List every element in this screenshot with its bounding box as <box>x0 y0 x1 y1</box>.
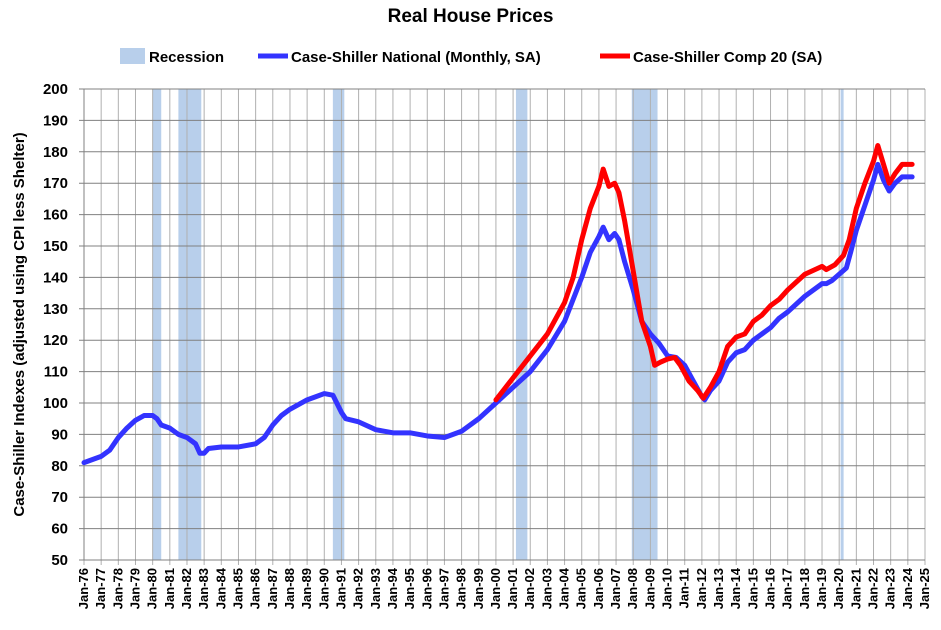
x-tick-label: Jan-11 <box>677 568 692 608</box>
series-line-national <box>81 161 915 466</box>
x-tick-label: Jan-23 <box>883 568 898 609</box>
x-tick-label: Jan-91 <box>333 568 348 609</box>
legend-recession-swatch <box>120 48 145 64</box>
x-tick-label: Jan-99 <box>471 568 486 609</box>
y-tick-label: 130 <box>43 301 68 318</box>
legend-label: Case-Shiller Comp 20 (SA) <box>633 49 822 66</box>
x-tick-label: Jan-82 <box>179 568 194 609</box>
recession-band <box>515 89 528 560</box>
recession-band <box>152 89 162 560</box>
x-tick-label: Jan-22 <box>866 568 881 609</box>
x-tick-label: Jan-20 <box>831 568 846 609</box>
y-tick-label: 120 <box>43 332 68 349</box>
y-axis-title: Case-Shiller Indexes (adjusted using CPI… <box>11 132 28 516</box>
recession-band <box>840 89 844 560</box>
x-tick-label: Jan-16 <box>763 568 778 609</box>
x-tick-label: Jan-98 <box>454 568 469 609</box>
y-tick-label: 60 <box>51 521 68 538</box>
x-tick-label: Jan-93 <box>368 568 383 609</box>
x-tick-label: Jan-81 <box>162 568 177 609</box>
y-tick-label: 150 <box>43 238 68 255</box>
x-tick-label: Jan-78 <box>110 568 125 609</box>
y-tick-label: 110 <box>44 364 68 381</box>
y-tick-label: 170 <box>43 175 68 192</box>
x-tick-label: Jan-01 <box>505 568 520 609</box>
legend-recession-label: Recession <box>149 49 224 66</box>
x-tick-label: Jan-89 <box>299 568 314 609</box>
recession-band <box>332 89 345 560</box>
x-tick-label: Jan-85 <box>230 568 245 609</box>
y-tick-label: 80 <box>51 458 68 475</box>
y-tick-label: 90 <box>51 426 68 443</box>
y-tick-label: 100 <box>43 395 68 412</box>
x-tick-label: Jan-88 <box>282 568 297 609</box>
x-tick-label: Jan-18 <box>797 568 812 609</box>
y-tick-label: 190 <box>43 112 68 129</box>
x-tick-label: Jan-86 <box>248 568 263 609</box>
x-tick-label: Jan-84 <box>213 567 228 609</box>
x-tick-label: Jan-00 <box>488 568 503 609</box>
legend-label: Case-Shiller National (Monthly, SA) <box>291 49 541 66</box>
series-line-comp20 <box>493 143 915 403</box>
y-tick-label: 200 <box>43 81 68 98</box>
recession-band <box>178 89 202 560</box>
x-tick-label: Jan-94 <box>385 567 400 609</box>
x-tick-label: Jan-13 <box>711 568 726 609</box>
x-tick-label: Jan-12 <box>694 568 709 609</box>
y-tick-label: 50 <box>51 552 68 569</box>
x-tick-label: Jan-25 <box>917 568 932 609</box>
x-tick-label: Jan-02 <box>522 568 537 609</box>
x-tick-label: Jan-24 <box>900 567 915 609</box>
x-tick-label: Jan-09 <box>642 568 657 609</box>
x-tick-label: Jan-21 <box>848 568 863 609</box>
x-tick-label: Jan-77 <box>93 568 108 609</box>
y-tick-label: 140 <box>43 269 68 286</box>
x-tick-label: Jan-87 <box>265 568 280 609</box>
x-tick-label: Jan-07 <box>608 568 623 609</box>
x-tick-label: Jan-76 <box>76 568 91 609</box>
x-tick-label: Jan-80 <box>145 568 160 609</box>
x-tick-label: Jan-08 <box>625 568 640 609</box>
x-tick-label: Jan-95 <box>402 568 417 609</box>
x-tick-label: Jan-97 <box>436 568 451 609</box>
x-tick-label: Jan-10 <box>660 568 675 609</box>
x-tick-label: Jan-17 <box>780 568 795 609</box>
x-tick-label: Jan-79 <box>127 568 142 609</box>
chart-title: Real House Prices <box>387 6 554 27</box>
x-tick-label: Jan-15 <box>745 568 760 609</box>
y-tick-label: 180 <box>43 144 68 161</box>
x-tick-label: Jan-04 <box>557 567 572 609</box>
x-tick-label: Jan-03 <box>539 568 554 609</box>
y-tick-label: 70 <box>51 489 68 506</box>
x-tick-label: Jan-06 <box>591 568 606 609</box>
x-tick-label: Jan-83 <box>196 568 211 609</box>
y-tick-label: 160 <box>43 207 68 224</box>
x-tick-label: Jan-14 <box>728 567 743 609</box>
x-tick-label: Jan-05 <box>574 568 589 609</box>
x-tick-label: Jan-90 <box>316 568 331 609</box>
x-tick-label: Jan-92 <box>351 568 366 609</box>
x-tick-label: Jan-19 <box>814 568 829 609</box>
x-tick-label: Jan-96 <box>419 568 434 609</box>
